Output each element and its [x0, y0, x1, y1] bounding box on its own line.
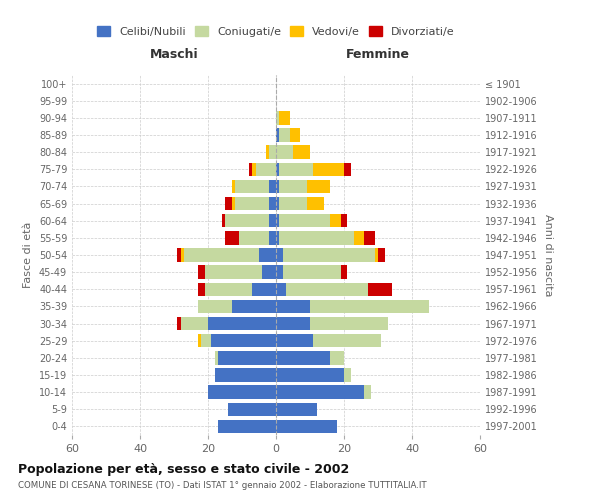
Bar [368, 282, 392, 296]
Bar [256, 162, 276, 176]
Bar [341, 214, 347, 228]
Bar [262, 266, 276, 279]
Bar [269, 214, 276, 228]
Bar [276, 214, 280, 228]
Bar [181, 248, 184, 262]
Bar [215, 351, 218, 364]
Bar [331, 351, 344, 364]
Bar [276, 248, 283, 262]
Bar [276, 282, 286, 296]
Bar [313, 334, 382, 347]
Text: Maschi: Maschi [149, 48, 199, 62]
Bar [269, 146, 276, 159]
Bar [276, 128, 280, 141]
Bar [232, 300, 276, 313]
Bar [276, 197, 280, 210]
Bar [181, 317, 208, 330]
Bar [198, 266, 205, 279]
Bar [215, 368, 276, 382]
Bar [269, 231, 276, 244]
Bar [280, 111, 290, 124]
Bar [218, 420, 276, 433]
Bar [269, 180, 276, 193]
Bar [229, 402, 276, 416]
Bar [198, 300, 232, 313]
Bar [218, 351, 276, 364]
Bar [201, 334, 211, 347]
Bar [280, 128, 290, 141]
Bar [310, 300, 429, 313]
Y-axis label: Anni di nascita: Anni di nascita [543, 214, 553, 296]
Bar [198, 334, 201, 347]
Bar [178, 248, 181, 262]
Bar [276, 368, 344, 382]
Bar [276, 111, 280, 124]
Bar [280, 214, 331, 228]
Bar [208, 386, 276, 399]
Bar [276, 334, 313, 347]
Bar [276, 386, 364, 399]
Bar [211, 334, 276, 347]
Bar [235, 180, 269, 193]
Bar [344, 368, 351, 382]
Bar [276, 300, 310, 313]
Text: Popolazione per età, sesso e stato civile - 2002: Popolazione per età, sesso e stato civil… [18, 462, 349, 475]
Bar [184, 248, 259, 262]
Bar [252, 282, 276, 296]
Bar [225, 214, 269, 228]
Bar [269, 197, 276, 210]
Bar [276, 402, 317, 416]
Bar [266, 146, 269, 159]
Bar [225, 197, 232, 210]
Bar [331, 214, 341, 228]
Bar [276, 317, 310, 330]
Bar [276, 231, 280, 244]
Bar [378, 248, 385, 262]
Bar [276, 146, 293, 159]
Legend: Celibi/Nubili, Coniugati/e, Vedovi/e, Divorziati/e: Celibi/Nubili, Coniugati/e, Vedovi/e, Di… [94, 23, 458, 40]
Bar [293, 146, 310, 159]
Bar [249, 162, 252, 176]
Bar [341, 266, 347, 279]
Bar [280, 197, 307, 210]
Bar [205, 282, 252, 296]
Bar [313, 162, 344, 176]
Bar [364, 386, 371, 399]
Bar [239, 231, 269, 244]
Bar [283, 248, 374, 262]
Text: COMUNE DI CESANA TORINESE (TO) - Dati ISTAT 1° gennaio 2002 - Elaborazione TUTTI: COMUNE DI CESANA TORINESE (TO) - Dati IS… [18, 481, 427, 490]
Y-axis label: Fasce di età: Fasce di età [23, 222, 33, 288]
Bar [232, 180, 235, 193]
Bar [276, 420, 337, 433]
Bar [276, 162, 280, 176]
Bar [307, 180, 331, 193]
Bar [276, 351, 331, 364]
Bar [252, 162, 256, 176]
Bar [232, 197, 235, 210]
Bar [280, 180, 307, 193]
Bar [178, 317, 181, 330]
Bar [364, 231, 374, 244]
Bar [208, 317, 276, 330]
Bar [198, 282, 205, 296]
Bar [280, 162, 313, 176]
Bar [225, 231, 239, 244]
Bar [280, 231, 354, 244]
Bar [205, 266, 262, 279]
Bar [221, 214, 225, 228]
Bar [307, 197, 323, 210]
Bar [235, 197, 269, 210]
Bar [283, 266, 341, 279]
Bar [344, 162, 351, 176]
Bar [310, 317, 388, 330]
Bar [290, 128, 300, 141]
Bar [374, 248, 378, 262]
Bar [276, 266, 283, 279]
Bar [259, 248, 276, 262]
Bar [286, 282, 368, 296]
Bar [354, 231, 364, 244]
Bar [276, 180, 280, 193]
Text: Femmine: Femmine [346, 48, 410, 62]
